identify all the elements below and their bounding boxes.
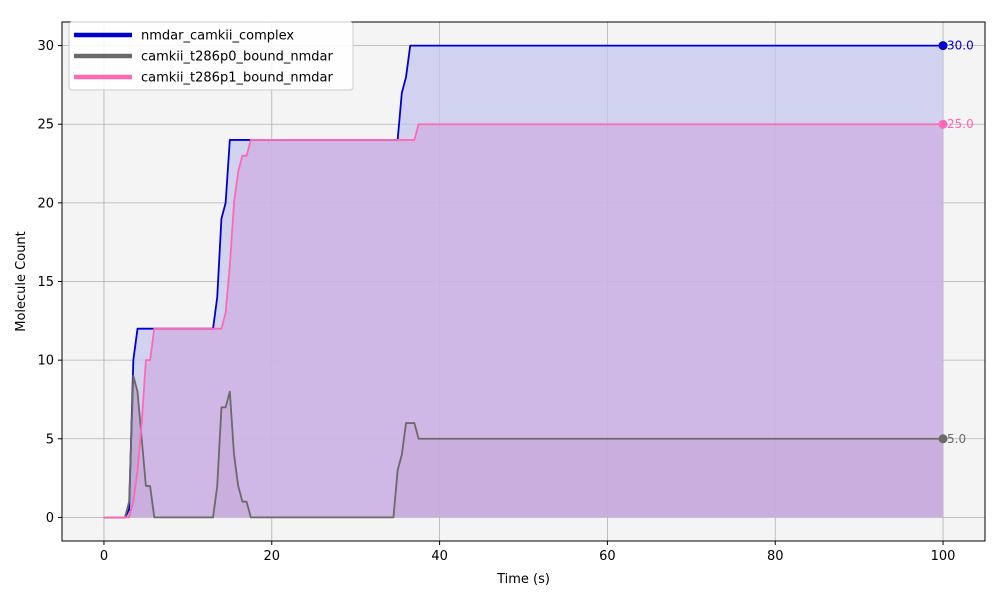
y-tick-label: 0: [46, 511, 54, 526]
end-label-camkii_t286p0_bound_nmdar: 5.0: [947, 432, 966, 446]
end-marker-camkii_t286p0_bound_nmdar: [938, 434, 948, 444]
area-camkii_t286p1_bound_nmdar: [103, 124, 944, 518]
y-tick-label: 25: [37, 118, 54, 133]
legend: nmdar_camkii_complex camkii_t286p0_bound_…: [68, 21, 354, 91]
line-camkii_t286p0_bound_nmdar: [103, 374, 944, 519]
legend-label-camkii_t286p0_bound_nmdar: camkii_t286p0_bound_nmdar: [141, 50, 334, 65]
x-tick-label: 80: [767, 549, 784, 564]
x-tick-label: 20: [263, 549, 280, 564]
area-fills: [103, 45, 944, 518]
x-tick-label: 100: [931, 549, 956, 564]
end-label-nmdar_camkii_complex: 30.0: [947, 39, 974, 53]
legend-label-camkii_t286p1_bound_nmdar: camkii_t286p1_bound_nmdar: [141, 71, 334, 86]
legend-label-nmdar_camkii_complex: nmdar_camkii_complex: [141, 29, 294, 44]
line-camkii_t286p1_bound_nmdar: [103, 123, 944, 519]
series-lines: [103, 44, 944, 519]
legend-box: [68, 21, 354, 91]
y-axis-label: Molecule Count: [14, 231, 29, 332]
y-tick-label: 5: [46, 432, 54, 447]
y-tick-label: 10: [37, 354, 54, 369]
x-axis-label: Time (s): [496, 572, 550, 587]
end-marker-nmdar_camkii_complex: [938, 41, 948, 51]
x-tick-label: 60: [599, 549, 616, 564]
y-tick-label: 30: [37, 39, 54, 54]
x-tick-label: 40: [431, 549, 448, 564]
y-ticks: 0 5 10 15 20 25 30: [37, 39, 62, 526]
x-ticks: 0 20 40 60 80 100: [100, 541, 956, 564]
end-markers: 30.0 5.0 25.0: [938, 39, 974, 446]
x-tick-label: 0: [100, 549, 108, 564]
end-label-camkii_t286p1_bound_nmdar: 25.0: [947, 117, 974, 131]
end-marker-camkii_t286p1_bound_nmdar: [938, 119, 948, 129]
y-tick-label: 20: [37, 196, 54, 211]
y-tick-label: 15: [37, 275, 54, 290]
